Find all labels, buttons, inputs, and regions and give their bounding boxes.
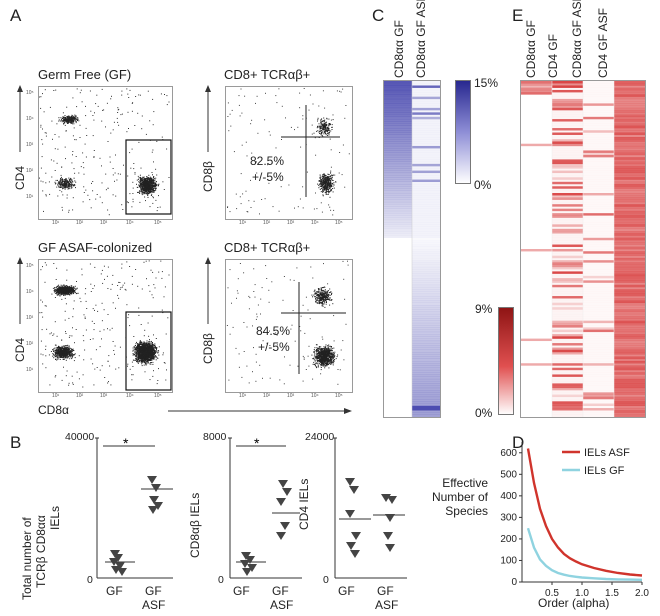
y-ticks-1: 10⁵ 10⁴ 10³ 10² 10¹ xyxy=(26,90,34,200)
b3-markers xyxy=(345,478,397,558)
scatter-gf-cd4 xyxy=(38,86,173,220)
b2-x-gf: GF xyxy=(233,584,250,598)
panel-letter-b: B xyxy=(10,433,22,452)
b2-plot: * xyxy=(228,436,302,579)
scatter-asf-cd4 xyxy=(38,259,173,393)
y-label-cd4-2: CD4 xyxy=(13,337,27,362)
e-scale-min: 0% xyxy=(475,406,493,420)
err-bottom: +/-5% xyxy=(258,340,290,354)
y-arrow-1 xyxy=(17,85,23,152)
panel-letter-c: C xyxy=(372,6,385,25)
y-arrow-4 xyxy=(205,257,211,324)
x-label-cd8a: CD8α xyxy=(38,403,69,417)
b1-ylabel-1: Total number of xyxy=(20,517,34,600)
e-scale-bar xyxy=(498,307,514,415)
y-label-cd4-1: CD4 xyxy=(13,165,27,190)
b1-yzero: 0 xyxy=(87,574,93,586)
b1-star: * xyxy=(123,436,129,451)
d-xtick-label: 1.5 xyxy=(605,588,619,599)
b1-markers xyxy=(109,476,163,576)
d-ylabel-1: Effective Number of Species xyxy=(431,476,488,518)
panel-letter-e: E xyxy=(512,6,524,25)
e-col-1-label: CD8αα GF xyxy=(524,20,538,78)
x-ticks-1: 10¹ 10² 10³ 10⁴ 10⁵ xyxy=(52,220,162,226)
pct-bottom: 84.5% xyxy=(256,324,291,338)
d-series-line-1 xyxy=(526,527,643,581)
x-arrow xyxy=(168,408,352,414)
b1-ymax: 40000 xyxy=(65,431,95,443)
d-ytick-label: 400 xyxy=(500,491,517,502)
err-top: +/-5% xyxy=(252,170,284,184)
y-ticks-3: 10⁵ 10⁴ 10³ 10² 10¹ xyxy=(26,263,34,373)
b2-x-asf: ASF xyxy=(270,598,294,612)
panel-letter-a: A xyxy=(10,6,22,25)
b1-ylabel-2: TCRβ CD8αα xyxy=(34,515,48,588)
d-ytick-label: 300 xyxy=(500,512,517,523)
e-col-4-label: CD4 GF ASF xyxy=(596,7,610,78)
pct-top: 82.5% xyxy=(250,154,285,168)
c-scale-max: 15% xyxy=(474,76,499,90)
b1-plot: * xyxy=(95,436,173,579)
c-scale-min: 0% xyxy=(474,178,492,192)
d-ytick-label: 600 xyxy=(500,448,517,459)
b3-x-asf: ASF xyxy=(375,598,399,612)
b3-x-gf: GF xyxy=(338,584,355,598)
x-ticks-4: 10¹ 10² 10³ 10⁴ 10⁵ xyxy=(239,393,343,399)
y-label-cd8b-1: CD8β xyxy=(201,161,215,192)
d-ytick-label: 200 xyxy=(500,534,517,545)
scatter-gf-cd8b xyxy=(225,86,353,220)
d-legend-label-1: IELs GF xyxy=(584,465,625,477)
d-xlabel: Order (alpha) xyxy=(538,596,610,610)
scatter-asf-cd8b xyxy=(225,259,353,393)
e-col-2-label: CD4 GF xyxy=(546,33,560,78)
d-xtick-label: 1.0 xyxy=(575,588,589,599)
c-col-2-label: CD8αα GF ASF xyxy=(414,0,428,78)
b1-x-gf2: GF xyxy=(145,584,162,598)
d-ytick-label: 500 xyxy=(500,469,517,480)
b1-x-asf: ASF xyxy=(142,598,166,612)
b2-ylabel: CD8αβ IELs xyxy=(188,492,202,558)
c-scale-bar xyxy=(455,80,471,184)
b2-x-gf2: GF xyxy=(272,584,289,598)
d-series-line-0 xyxy=(526,448,643,577)
row1-title: Germ Free (GF) xyxy=(38,67,132,82)
d-chart: 0 100 200 300 400 500 600 0.5 1.0 1.5 2.0 IELs ASF I… xyxy=(500,442,649,599)
b1-ylabel-3: IELs xyxy=(48,505,62,530)
gate-title-top: CD8+ TCRαβ+ xyxy=(224,67,311,82)
e-col-3-label: CD8αα GF ASF xyxy=(570,0,584,78)
gate-title-bottom: CD8+ TCRαβ+ xyxy=(224,240,311,255)
d-ytick-label: 100 xyxy=(500,555,517,566)
b3-ymax: 24000 xyxy=(305,431,335,443)
b1-x-gf: GF xyxy=(106,584,123,598)
b2-ymax: 8000 xyxy=(203,431,227,443)
d-xtick-label: 0.5 xyxy=(545,588,559,599)
x-ticks-3: 10¹ 10² 10³ 10⁴ 10⁵ xyxy=(52,393,162,399)
b3-plot xyxy=(333,437,407,579)
heatmap-c xyxy=(383,80,441,418)
b3-x-gf2: GF xyxy=(377,584,394,598)
d-ytick-label: 0 xyxy=(511,577,517,588)
b2-markers xyxy=(240,480,292,576)
d-legend-label-0: IELs ASF xyxy=(584,447,630,459)
y-arrow-3 xyxy=(205,85,211,152)
d-xtick-label: 2.0 xyxy=(635,588,649,599)
y-label-cd8b-2: CD8β xyxy=(201,333,215,364)
b2-star: * xyxy=(254,436,260,451)
y-arrow-2 xyxy=(17,257,23,324)
heatmap-e xyxy=(520,80,646,418)
panel-letter-d: D xyxy=(512,433,525,452)
row2-title: GF ASAF-colonized xyxy=(38,240,153,255)
c-col-1-label: CD8αα GF xyxy=(392,20,406,78)
b2-yzero: 0 xyxy=(218,574,224,586)
b3-yzero: 0 xyxy=(323,574,329,586)
x-ticks-2: 10¹ 10² 10³ 10⁴ 10⁵ xyxy=(239,220,343,226)
e-scale-max: 9% xyxy=(475,302,493,316)
